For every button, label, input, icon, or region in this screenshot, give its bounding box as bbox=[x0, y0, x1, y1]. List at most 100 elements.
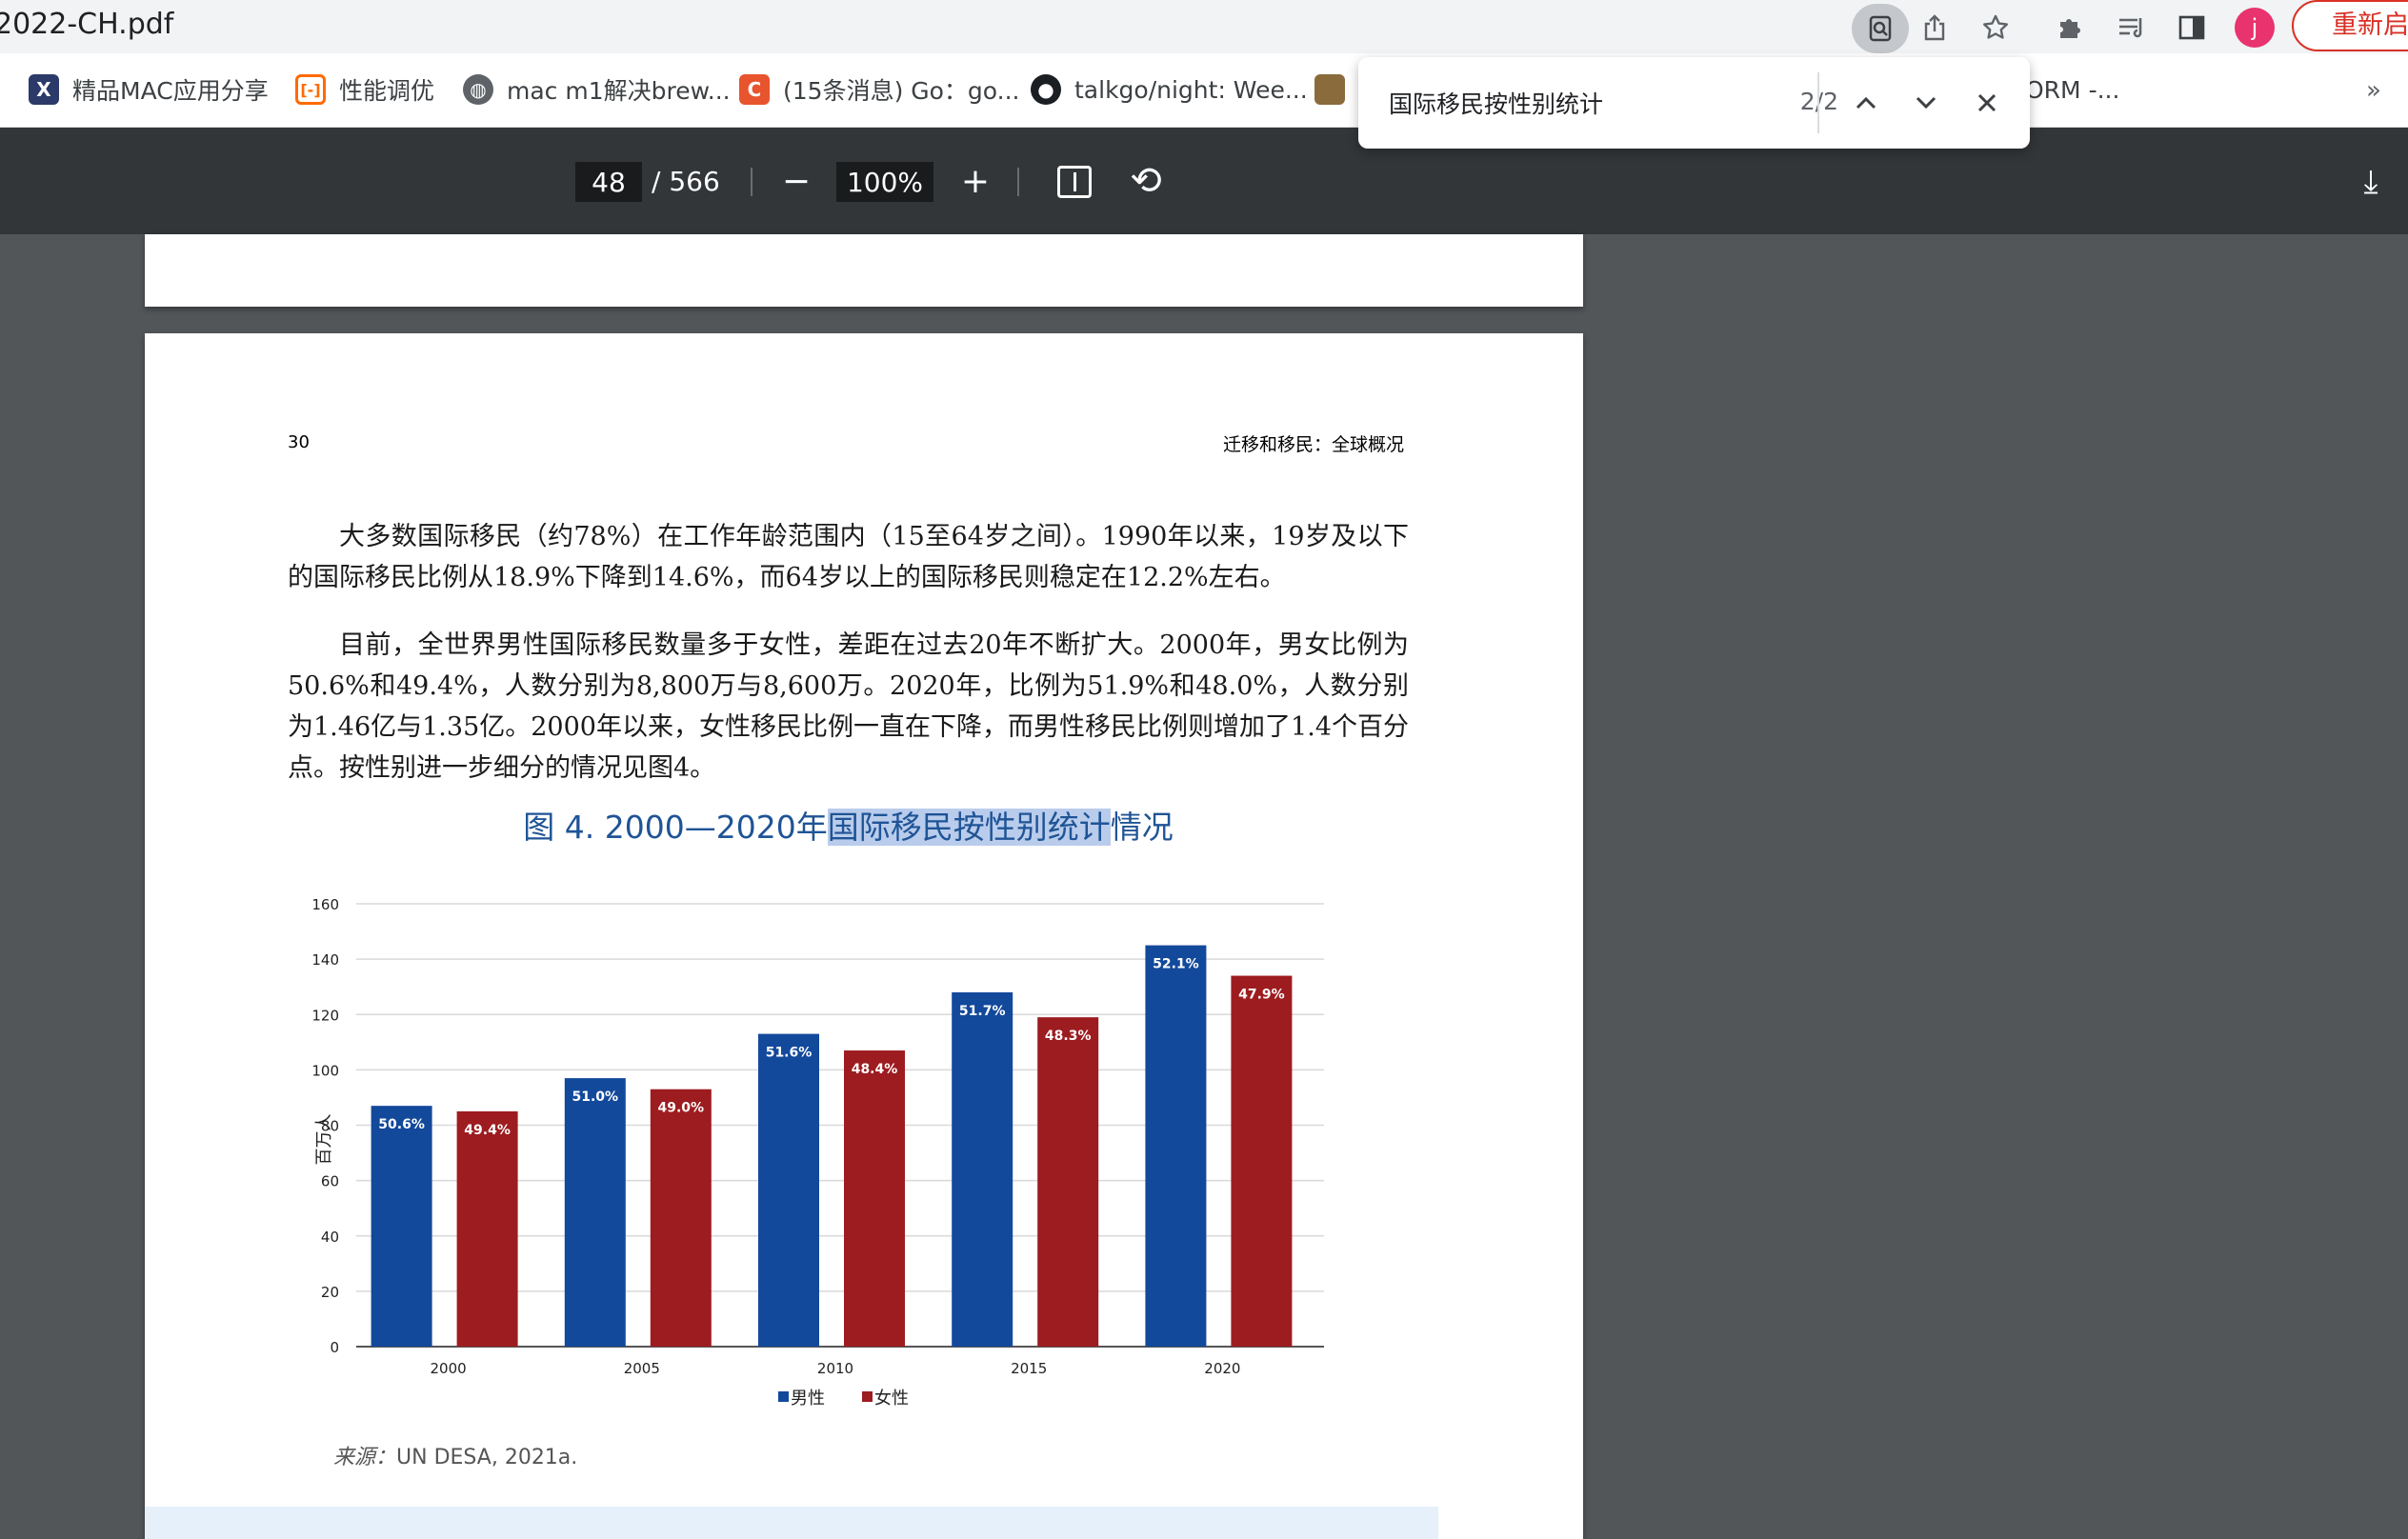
bookmark-brew[interactable]: ◍ mac m1解决brew... bbox=[463, 70, 731, 109]
chevron-up-icon bbox=[1856, 96, 1876, 110]
profile-avatar[interactable]: j bbox=[2235, 8, 2275, 48]
figure-title: 图 4. 2000—2020年国际移民按性别统计情况 bbox=[288, 806, 1409, 849]
running-head: 迁移和移民：全球概况 bbox=[1222, 434, 1404, 455]
paragraph: 目前，全世界男性国际移民数量多于女性，差距在过去20年不断扩大。2000年，男女… bbox=[288, 630, 1409, 783]
legend-label: 男性 bbox=[791, 1389, 825, 1409]
find-next-button[interactable] bbox=[1903, 80, 1949, 126]
bar-male bbox=[952, 992, 1013, 1347]
data-label: 51.6% bbox=[766, 1046, 813, 1061]
x-tick-label: 2020 bbox=[1204, 1360, 1240, 1377]
y-tick-label: 40 bbox=[321, 1229, 339, 1246]
bookmark-label: 性能调优 bbox=[339, 77, 435, 105]
bar-female bbox=[1037, 1017, 1099, 1347]
page-number-input[interactable] bbox=[575, 162, 642, 202]
figure-title-text: 图 4. 2000—2020年 bbox=[523, 809, 828, 846]
y-tick-label: 100 bbox=[311, 1062, 339, 1079]
legend-label: 女性 bbox=[874, 1389, 909, 1409]
reading-list-icon[interactable] bbox=[2109, 6, 2153, 50]
highlight-box bbox=[145, 1507, 1438, 1539]
toolbar-divider bbox=[751, 168, 752, 196]
data-label: 47.9% bbox=[1238, 988, 1285, 1003]
source-label: 来源： bbox=[333, 1446, 397, 1469]
rotate-button[interactable]: ⟲ bbox=[1130, 159, 1162, 203]
search-page-icon[interactable] bbox=[1852, 4, 1909, 53]
bookmark-csdn[interactable]: C (15条消息) Go：go... bbox=[739, 70, 1020, 109]
csdn-icon: C bbox=[739, 74, 770, 105]
bookmarks-more-icon[interactable]: » bbox=[2366, 76, 2381, 105]
github-icon: ● bbox=[1031, 74, 1061, 105]
bookmark-x-icon: X bbox=[29, 74, 59, 105]
x-tick-label: 2010 bbox=[817, 1360, 853, 1377]
bar-male bbox=[1145, 945, 1207, 1347]
bar-male bbox=[758, 1033, 819, 1347]
y-tick-label: 60 bbox=[321, 1173, 339, 1190]
x-tick-label: 2000 bbox=[431, 1360, 467, 1377]
zoom-out-button[interactable]: − bbox=[781, 162, 812, 201]
bookmark-star-icon[interactable] bbox=[1974, 6, 2017, 50]
pdf-page-previous bbox=[145, 234, 1583, 307]
data-label: 50.6% bbox=[378, 1117, 425, 1132]
bookmark-label: ORM -... bbox=[2025, 75, 2120, 104]
find-input[interactable] bbox=[1389, 86, 1713, 120]
page-total: / 566 bbox=[652, 166, 720, 197]
tab-title[interactable]: 2022-CH.pdf bbox=[0, 8, 174, 41]
figure-title-text: 情况 bbox=[1110, 809, 1174, 846]
data-label: 48.4% bbox=[852, 1062, 898, 1077]
y-tick-label: 140 bbox=[311, 951, 339, 969]
toolbar-divider bbox=[1017, 168, 1019, 196]
bar-male bbox=[564, 1078, 626, 1347]
data-label: 51.0% bbox=[572, 1089, 619, 1105]
page-number-label: 30 bbox=[288, 432, 310, 452]
bookmark-image[interactable] bbox=[1314, 70, 1358, 109]
y-tick-label: 160 bbox=[311, 896, 339, 913]
share-icon[interactable] bbox=[1913, 6, 1956, 50]
bookmark-label: talkgo/night: Wee... bbox=[1074, 75, 1308, 104]
bookmark-orm[interactable]: ORM -... bbox=[2025, 70, 2119, 109]
bar-female bbox=[650, 1089, 712, 1347]
legend-swatch bbox=[778, 1391, 789, 1402]
bookmark-performance[interactable]: [-] 性能调优 bbox=[295, 70, 434, 109]
extensions-icon[interactable] bbox=[2048, 6, 2092, 50]
find-previous-button[interactable] bbox=[1843, 80, 1889, 126]
bookmark-label: (15条消息) Go：go... bbox=[783, 77, 1020, 105]
x-tick-label: 2015 bbox=[1011, 1360, 1047, 1377]
x-tick-label: 2005 bbox=[624, 1360, 660, 1377]
data-label: 49.4% bbox=[464, 1123, 511, 1138]
find-bar: 2/2 bbox=[1358, 57, 2030, 149]
source-text: UN DESA, 2021a. bbox=[396, 1446, 578, 1469]
restart-button[interactable]: 重新启动 bbox=[2292, 0, 2408, 51]
pdf-toolbar: / 566 − + ⟲ ⤓ bbox=[0, 128, 2408, 234]
bookmark-bracket-icon: [-] bbox=[295, 74, 326, 105]
close-icon bbox=[1977, 93, 1997, 112]
zoom-in-button[interactable]: + bbox=[960, 162, 991, 201]
find-divider bbox=[1817, 72, 1819, 133]
data-label: 48.3% bbox=[1045, 1029, 1092, 1044]
y-axis-label: 百万人 bbox=[314, 1114, 334, 1166]
pdf-page: 30 迁移和移民：全球概况 大多数国际移民（约78%）在工作年龄范围内（15至6… bbox=[145, 333, 1583, 1539]
data-label: 51.7% bbox=[959, 1004, 1006, 1019]
bookmark-label: 精品MAC应用分享 bbox=[72, 77, 269, 105]
bar-male bbox=[371, 1106, 432, 1347]
bookmark-github[interactable]: ● talkgo/night: Wee... bbox=[1031, 70, 1308, 109]
zoom-level-input[interactable] bbox=[836, 162, 933, 202]
bookmarks-bar: X 精品MAC应用分享 [-] 性能调优 ◍ mac m1解决brew... C (15… bbox=[0, 53, 2408, 128]
bookmark-mac-apps[interactable]: X 精品MAC应用分享 bbox=[29, 70, 269, 109]
bar-female bbox=[844, 1050, 905, 1347]
find-match-count: 2/2 bbox=[1747, 88, 1838, 115]
side-panel-icon[interactable] bbox=[2170, 6, 2214, 50]
y-tick-label: 80 bbox=[321, 1118, 339, 1135]
paragraph: 大多数国际移民（约78%）在工作年龄范围内（15至64岁之间）。1990年以来，… bbox=[288, 522, 1409, 592]
download-button[interactable]: ⤓ bbox=[2363, 163, 2378, 201]
browser-tab-bar: 2022-CH.pdf j 重新启动 bbox=[0, 0, 2408, 53]
find-close-button[interactable] bbox=[1964, 80, 2010, 126]
y-tick-label: 20 bbox=[321, 1284, 339, 1301]
legend-swatch bbox=[862, 1391, 873, 1402]
chevron-down-icon bbox=[1916, 96, 1936, 110]
data-label: 49.0% bbox=[658, 1101, 705, 1116]
y-tick-label: 0 bbox=[330, 1339, 339, 1356]
bar-female bbox=[1231, 975, 1293, 1347]
fit-page-button[interactable] bbox=[1057, 166, 1092, 198]
data-label: 52.1% bbox=[1153, 957, 1199, 972]
bookmark-label: mac m1解决brew... bbox=[507, 77, 731, 105]
figure-source: 来源：UN DESA, 2021a. bbox=[333, 1440, 577, 1470]
